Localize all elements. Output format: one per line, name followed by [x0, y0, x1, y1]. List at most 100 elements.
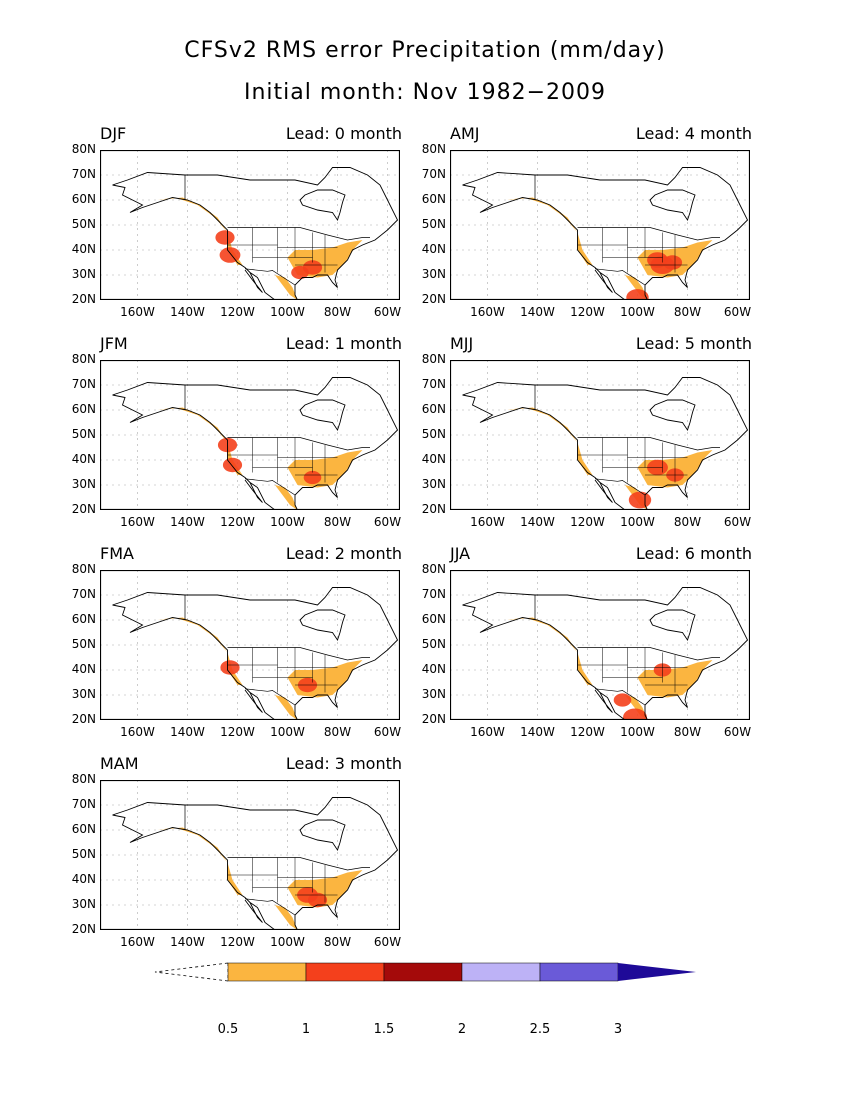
lat-tick-label: 50N	[421, 217, 446, 231]
lon-tick-label: 80W	[323, 725, 352, 739]
lat-tick-label: 40N	[421, 242, 446, 256]
lat-tick-label: 50N	[71, 217, 96, 231]
lon-tick-label: 80W	[323, 305, 352, 319]
lon-tick-label: 80W	[673, 305, 702, 319]
lat-tick-label: 80N	[421, 562, 446, 576]
border-line	[594, 268, 646, 286]
lon-tick-label: 60W	[723, 305, 752, 319]
lat-tick-label: 80N	[71, 352, 96, 366]
panel-fma: FMA Lead: 2 month 80N 70N 60N 50N 40N 30N 20N 160…	[72, 544, 460, 748]
hudson-bay	[649, 189, 696, 222]
error-region	[157, 827, 243, 895]
lat-tick-label: 70N	[71, 167, 96, 181]
lat-tick-label: 40N	[71, 872, 96, 886]
lon-tick-label: 120W	[220, 725, 255, 739]
map-frame	[100, 570, 400, 720]
lon-tick-label: 120W	[220, 515, 255, 529]
lon-tick-label: 160W	[120, 935, 155, 949]
colorbar-segment	[227, 962, 307, 982]
coastline	[462, 587, 749, 720]
lon-tick-label: 140W	[170, 725, 205, 739]
lat-tick-label: 30N	[421, 477, 446, 491]
panel-jja: JJA Lead: 6 month 80N 70N 60N 50N 40N 30N 20N 160…	[422, 544, 810, 748]
colorbar	[154, 962, 696, 982]
lat-tick-label: 60N	[71, 612, 96, 626]
colorbar-segment	[539, 962, 619, 982]
map-border	[100, 570, 400, 720]
lon-tick-label: 60W	[723, 515, 752, 529]
lon-tick-label: 140W	[170, 515, 205, 529]
lon-tick-label: 100W	[270, 725, 305, 739]
panel-lead: Lead: 5 month	[635, 334, 752, 353]
lat-tick-label: 40N	[71, 452, 96, 466]
lon-tick-label: 160W	[470, 515, 505, 529]
border-line	[577, 437, 720, 451]
map-frame	[450, 570, 750, 720]
border-line	[227, 647, 370, 661]
error-region	[275, 485, 298, 510]
hudson-bay	[299, 189, 346, 222]
lon-tick-label: 160W	[120, 515, 155, 529]
baja-coast	[594, 689, 613, 713]
panel-mam: MAM Lead: 3 month 80N 70N 60N 50N 40N 30N 20N 160…	[72, 754, 460, 958]
lat-tick-label: 70N	[71, 797, 96, 811]
lat-tick-label: 60N	[71, 192, 96, 206]
error-hotspot	[219, 247, 241, 263]
panel-season: JFM	[100, 334, 128, 353]
map-border	[100, 780, 400, 930]
lat-tick-label: 80N	[421, 352, 446, 366]
lat-tick-label: 60N	[421, 402, 446, 416]
error-hotspot	[307, 892, 328, 908]
error-hotspot	[303, 470, 322, 485]
lat-tick-label: 50N	[71, 427, 96, 441]
lon-tick-label: 80W	[323, 515, 352, 529]
error-region	[507, 197, 593, 265]
lat-tick-label: 30N	[71, 897, 96, 911]
lon-tick-label: 100W	[270, 515, 305, 529]
error-hotspot	[613, 693, 632, 707]
map-frame	[100, 780, 400, 930]
map-title: CFSv2 RMS error Precipitation (mm/day)	[184, 38, 666, 63]
lon-tick-label: 120W	[220, 305, 255, 319]
lat-tick-label: 20N	[421, 292, 446, 306]
lat-tick-label: 70N	[421, 377, 446, 391]
lat-tick-label: 20N	[71, 502, 96, 516]
panel-mjj: MJJ Lead: 5 month 80N 70N 60N 50N 40N 30N 20N 160…	[422, 334, 810, 538]
lat-tick-label: 30N	[71, 687, 96, 701]
lon-tick-label: 100W	[620, 515, 655, 529]
map-frame	[100, 360, 400, 510]
panel-lead: Lead: 2 month	[285, 544, 402, 563]
panel-season: AMJ	[450, 124, 480, 143]
colorbar-level-label: 2.5	[529, 1022, 551, 1037]
lat-tick-label: 60N	[71, 822, 96, 836]
lon-tick-label: 160W	[470, 725, 505, 739]
lon-tick-label: 140W	[170, 935, 205, 949]
lat-tick-label: 30N	[421, 687, 446, 701]
lon-tick-label: 120W	[570, 725, 605, 739]
lon-tick-label: 140W	[520, 725, 555, 739]
lon-tick-label: 120W	[570, 515, 605, 529]
lon-tick-label: 120W	[220, 935, 255, 949]
error-hotspot	[628, 491, 652, 509]
baja-coast	[244, 689, 263, 713]
error-hotspot	[220, 660, 240, 675]
error-hotspot	[291, 265, 309, 280]
lon-tick-label: 160W	[120, 725, 155, 739]
panel-djf: DJF Lead: 0 month 80N 70N 60N 50N 40N 30N 20N 160…	[72, 124, 460, 328]
lat-tick-label: 80N	[71, 772, 96, 786]
coastline	[112, 167, 399, 300]
coastline	[112, 377, 399, 510]
colorbar-segment	[461, 962, 541, 982]
lon-tick-label: 80W	[323, 935, 352, 949]
lat-tick-label: 80N	[71, 142, 96, 156]
colorbar-level-label: 2	[457, 1022, 467, 1037]
lat-tick-label: 80N	[421, 142, 446, 156]
error-region	[157, 617, 243, 685]
border-line	[577, 227, 720, 241]
lat-tick-label: 20N	[421, 712, 446, 726]
panel-season: DJF	[100, 124, 127, 143]
map-frame	[100, 150, 400, 300]
border-line	[244, 268, 296, 286]
lon-tick-label: 60W	[723, 725, 752, 739]
map-border	[450, 360, 750, 510]
